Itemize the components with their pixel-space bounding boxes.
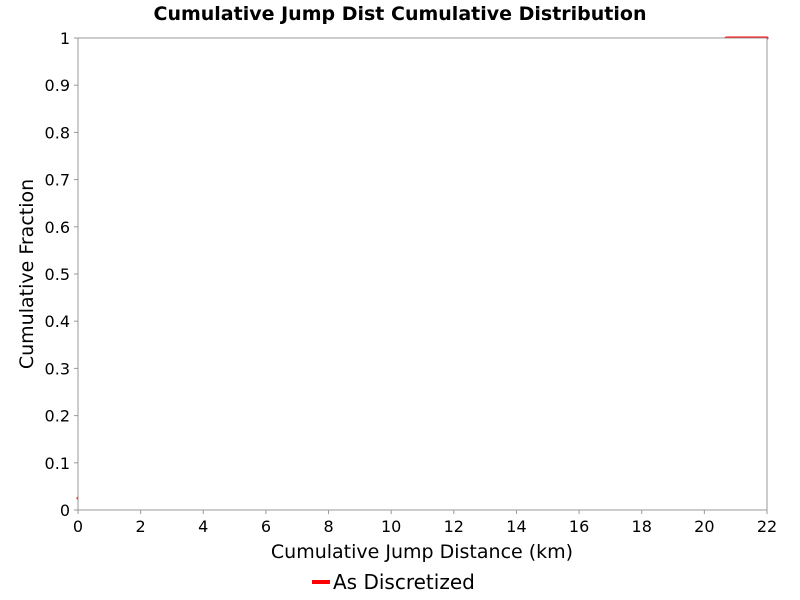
y-tick-label: 1 bbox=[60, 29, 70, 48]
axis-ticks: 0 2 4 6 8 10 12 14 16 18 20 22 0 0.1 0.2 0.3 0.4 0.5 0.6 0.… bbox=[45, 29, 778, 536]
x-tick-label: 0 bbox=[73, 517, 83, 536]
y-axis-label: Cumulative Fraction bbox=[16, 179, 38, 369]
chart-title: Cumulative Jump Dist Cumulative Distribu… bbox=[154, 3, 647, 25]
y-tick-label: 0.5 bbox=[45, 265, 70, 284]
y-tick-label: 0.3 bbox=[45, 359, 70, 378]
y-tick-label: 0.1 bbox=[45, 454, 70, 473]
x-axis-label: Cumulative Jump Distance (km) bbox=[271, 541, 573, 563]
x-tick-label: 6 bbox=[261, 517, 271, 536]
x-tick-label: 20 bbox=[694, 517, 714, 536]
x-tick-label: 8 bbox=[323, 517, 333, 536]
y-tick-label: 0.8 bbox=[45, 123, 70, 142]
y-tick-label: 0 bbox=[60, 501, 70, 520]
x-tick-label: 12 bbox=[444, 517, 464, 536]
y-tick-label: 0.4 bbox=[45, 312, 70, 331]
x-tick-label: 10 bbox=[381, 517, 401, 536]
legend-label: As Discretized bbox=[333, 570, 475, 594]
plot-border bbox=[77, 37, 768, 511]
legend: As Discretized bbox=[312, 570, 475, 594]
x-tick-label: 14 bbox=[506, 517, 526, 536]
x-tick-label: 4 bbox=[198, 517, 208, 536]
y-tick-label: 0.2 bbox=[45, 407, 70, 426]
y-tick-label: 0.6 bbox=[45, 218, 70, 237]
x-tick-label: 22 bbox=[757, 517, 777, 536]
y-tick-label: 0.7 bbox=[45, 171, 70, 190]
x-tick-label: 2 bbox=[136, 517, 146, 536]
y-tick-label: 0.9 bbox=[45, 76, 70, 95]
x-tick-label: 16 bbox=[569, 517, 589, 536]
x-tick-label: 18 bbox=[632, 517, 652, 536]
